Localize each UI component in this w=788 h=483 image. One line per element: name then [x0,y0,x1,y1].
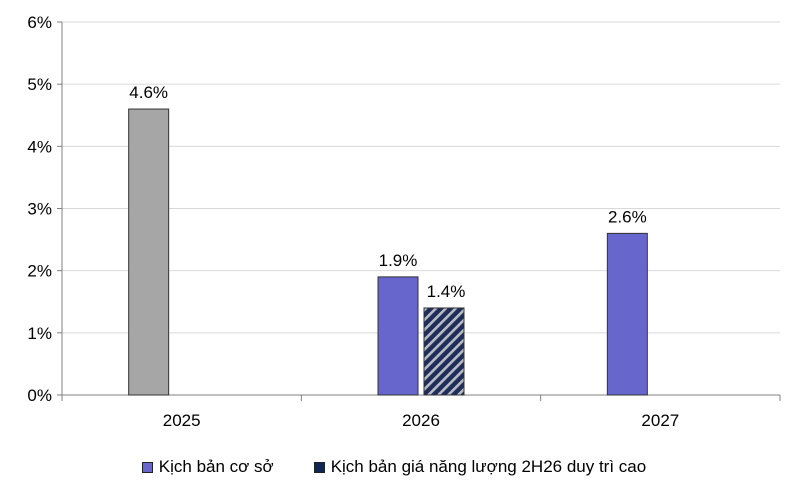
legend-swatch-base [141,461,153,473]
bar-2027-base [606,232,648,396]
data-label: 1.4% [427,282,466,301]
y-tick-label: 2% [27,262,52,281]
legend-item-high-energy: Kịch bản giá năng lượng 2H26 duy trì cao [313,457,647,477]
legend: Kịch bản cơ sở Kịch bản giá năng lượng 2… [0,452,788,482]
chart-svg: 0% 1% 2% 3% 4% 5% 6% 2025 2026 2027 4.6% 1.9% 1.4% 2… [27,13,781,430]
y-tick-label: 0% [27,386,52,405]
legend-item-base: Kịch bản cơ sở [141,457,274,477]
labels: 4.6% 1.9% 1.4% 2.6% [129,83,646,301]
x-tick-label: 2026 [402,411,440,430]
data-label: 1.9% [379,251,418,270]
x-tick-label: 2027 [641,411,679,430]
bars [128,108,648,396]
bar-2026-base [377,276,419,396]
x-tick-label: 2025 [163,411,201,430]
bar-2025-history [128,108,170,396]
data-label: 4.6% [129,83,168,102]
legend-label-high-energy: Kịch bản giá năng lượng 2H26 duy trì cao [330,457,647,476]
gridlines [62,21,780,334]
y-tick-label: 3% [27,200,52,219]
axes: 0% 1% 2% 3% 4% 5% 6% 2025 2026 2027 [27,13,781,430]
y-tick-label: 4% [27,137,52,156]
bar-2026-high_energy [423,307,465,396]
legend-label-base: Kịch bản cơ sở [158,457,274,476]
y-tick-label: 1% [27,324,52,343]
y-tick-label: 5% [27,75,52,94]
y-tick-label: 6% [27,13,52,32]
legend-swatch-high-energy [313,461,325,473]
data-label: 2.6% [608,207,647,226]
